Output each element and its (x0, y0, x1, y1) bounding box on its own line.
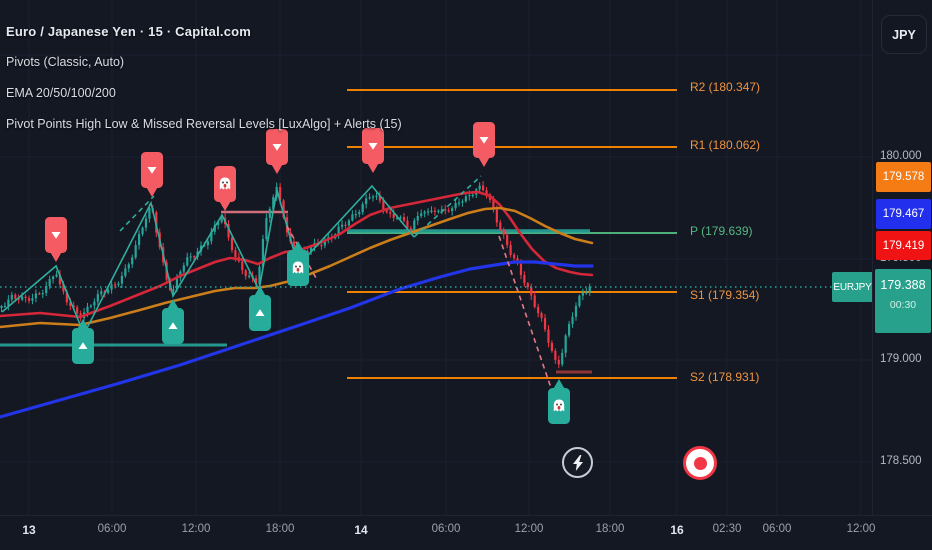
bar-countdown: 00:30 (889, 299, 917, 311)
time-axis-label: 06:00 (431, 523, 461, 535)
price-axis-label: 180.000 (880, 150, 922, 162)
time-axis-label: 06:00 (762, 523, 792, 535)
time-axis-label: 18:00 (265, 523, 295, 535)
time-axis-label: 14 (354, 523, 368, 537)
ema-lines (0, 190, 594, 419)
time-axis-label: 06:00 (97, 523, 127, 535)
legend-indicator-pivots[interactable]: Pivots (Classic, Auto) (6, 55, 125, 69)
buy-signal-marker (249, 286, 271, 331)
triangle-down-icon (479, 137, 489, 144)
record-dot-icon (693, 456, 707, 470)
triangle-up-icon (168, 322, 178, 329)
time-axis-label: 13 (22, 523, 36, 537)
sell-signal-marker (362, 128, 384, 173)
currency-toggle-button[interactable]: JPY (881, 15, 927, 54)
pivot-label-p: P (179.639) (690, 224, 753, 238)
time-axis-label: 12:00 (514, 523, 544, 535)
triangle-down-icon (368, 143, 378, 150)
buy-signal-marker (162, 299, 184, 344)
current-price-value: 179.388 (880, 278, 926, 292)
legend-indicator-ema[interactable]: EMA 20/50/100/200 (6, 86, 116, 100)
grid-lines (0, 0, 872, 515)
record-button[interactable] (683, 446, 717, 480)
lightning-icon (572, 454, 583, 471)
symbol-price-tag: EURJPY (832, 272, 873, 302)
triangle-down-icon (51, 232, 61, 239)
pivot-label-s2: S2 (178.931) (690, 370, 760, 384)
time-axis-label: 12:00 (846, 523, 876, 535)
missed-reversal-marker (548, 379, 570, 424)
ghost-icon (219, 177, 231, 190)
pivot-label-s1: S1 (179.354) (690, 288, 760, 302)
symbol-title[interactable]: Euro / Japanese Yen · 15 · Capital.com (6, 24, 252, 39)
triangle-up-icon (255, 309, 265, 316)
pivot-label-r1: R1 (180.062) (690, 138, 761, 152)
pivot-level-lines (347, 89, 677, 379)
price-axis[interactable]: 180.000179.500179.000178.500179.578179.4… (872, 0, 932, 515)
quick-trade-button[interactable] (562, 447, 593, 478)
indicator-price-badge: 179.419 (876, 231, 931, 260)
price-axis-label: 178.500 (880, 455, 922, 467)
price-axis-label: 179.000 (880, 353, 922, 365)
sell-signal-marker (266, 129, 288, 174)
missed-reversal-marker (287, 241, 309, 286)
indicator-price-badge: 179.467 (876, 199, 931, 229)
time-axis-label: 12:00 (181, 523, 211, 535)
reversal-level-lines (0, 210, 592, 374)
indicator-price-badge: 179.578 (876, 162, 931, 192)
sell-signal-marker (473, 122, 495, 167)
pivot-label-r2: R2 (180.347) (690, 80, 761, 94)
sell-signal-marker (45, 217, 67, 262)
buy-signal-marker (72, 319, 94, 364)
legend-panel: Euro / Japanese Yen · 15 · Capital.com P… (6, 24, 402, 148)
signal-markers (45, 122, 570, 424)
legend-indicator-luxalgo[interactable]: Pivot Points High Low & Missed Reversal … (6, 117, 402, 131)
ghost-icon (292, 261, 304, 274)
time-axis-label: 18:00 (595, 523, 625, 535)
time-axis-label: 02:30 (712, 523, 742, 535)
time-axis-label: 16 (670, 523, 684, 537)
missed-reversal-marker (214, 166, 236, 211)
sell-signal-marker (141, 152, 163, 197)
triangle-down-icon (147, 167, 157, 174)
current-price-badge: 179.388 00:30 (875, 269, 931, 333)
triangle-up-icon (78, 342, 88, 349)
triangle-down-icon (272, 144, 282, 151)
ghost-icon (553, 399, 565, 412)
time-axis[interactable]: 13 06:00 12:00 18:00 14 06:00 12:00 18:00 16 02:3… (0, 515, 932, 550)
chart-canvas[interactable] (0, 0, 872, 515)
